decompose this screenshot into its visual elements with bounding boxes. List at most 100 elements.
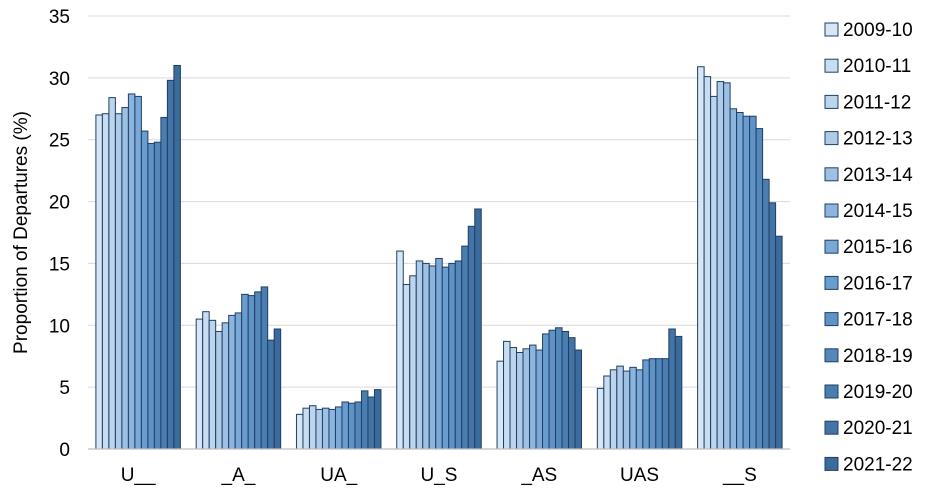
bar — [95, 114, 103, 450]
bar — [334, 406, 343, 450]
bar — [254, 291, 262, 450]
legend-swatch — [824, 203, 839, 218]
bar — [762, 178, 770, 450]
bar — [273, 328, 282, 450]
legend-swatch — [824, 131, 839, 146]
bar — [522, 348, 531, 450]
bar — [729, 108, 738, 450]
bar — [716, 81, 725, 450]
bar — [568, 337, 576, 450]
y-tick-label: 35 — [49, 7, 70, 28]
bar — [435, 257, 443, 450]
bar — [742, 115, 751, 450]
bar — [461, 245, 469, 450]
legend-swatch — [824, 275, 839, 290]
bar — [153, 141, 162, 450]
bars — [95, 64, 783, 450]
bar — [674, 335, 683, 450]
bar — [328, 408, 336, 450]
bar — [668, 328, 676, 450]
bar — [321, 407, 330, 450]
legend-swatch — [824, 384, 839, 399]
bar — [228, 314, 236, 450]
bar — [548, 329, 557, 450]
bar — [648, 358, 657, 450]
legend-label: 2016-17 — [843, 273, 913, 294]
bar — [642, 359, 650, 450]
bar — [234, 312, 243, 450]
bar — [202, 311, 210, 450]
bar — [354, 401, 362, 450]
y-tick-label: 10 — [49, 316, 70, 337]
bar — [535, 349, 544, 450]
bar — [373, 389, 382, 450]
bar — [341, 401, 349, 450]
bar — [629, 366, 637, 450]
x-tick-label: UA_ — [320, 465, 357, 486]
bar — [474, 208, 482, 450]
legend-label: 2021-22 — [843, 454, 913, 475]
legend: 2009-10 2010-11 2011-12 2012-13 2013-14 2014-… — [824, 20, 913, 475]
legend-label: 2017-18 — [843, 310, 913, 331]
bar — [295, 413, 304, 450]
bar — [409, 275, 417, 450]
legend-label: 2015-16 — [843, 237, 913, 258]
bar — [415, 260, 424, 450]
bar — [140, 130, 149, 450]
bar — [108, 97, 116, 450]
bar — [315, 408, 323, 450]
bar — [260, 286, 269, 450]
legend-swatch — [824, 22, 839, 37]
bar — [635, 369, 644, 450]
legend-label: 2009-10 — [843, 20, 913, 41]
legend-label: 2020-21 — [843, 418, 913, 439]
y-tick-label: 25 — [49, 131, 70, 152]
x-tick-label: U__ — [121, 465, 156, 486]
y-tick-label: 5 — [59, 378, 70, 399]
bar — [441, 266, 450, 450]
x-tick-label: _AS — [520, 465, 557, 486]
bar — [221, 322, 230, 450]
x-tick-label: UAS — [620, 465, 659, 486]
bar — [516, 352, 524, 450]
legend-swatch — [824, 312, 839, 327]
bar — [467, 225, 476, 450]
bar — [247, 295, 256, 450]
bar — [147, 142, 155, 450]
legend-swatch — [824, 456, 839, 471]
bar — [448, 262, 456, 450]
bar — [775, 235, 783, 450]
y-tick-label: 15 — [49, 254, 70, 275]
bar — [308, 405, 317, 450]
bar — [134, 95, 142, 450]
x-tick-label: U_S — [421, 465, 458, 486]
bar — [101, 113, 110, 450]
legend-label: 2014-15 — [843, 201, 913, 222]
bar — [529, 344, 537, 450]
bar — [160, 116, 168, 450]
bar — [302, 407, 310, 450]
y-tick-label: 30 — [49, 69, 70, 90]
bar — [428, 265, 437, 450]
y-tick-label: 0 — [59, 440, 70, 461]
bar — [622, 370, 631, 450]
bar — [503, 340, 511, 450]
bar — [574, 349, 583, 450]
bar — [496, 360, 505, 450]
bar — [603, 375, 611, 450]
bar — [267, 339, 275, 450]
x-axis-ticks: U__ _A_ UA_ U_S _AS UAS __S — [121, 465, 757, 486]
legend-label: 2013-14 — [843, 165, 913, 186]
bar — [697, 66, 705, 450]
bar — [215, 330, 223, 450]
legend-label: 2019-20 — [843, 382, 913, 403]
bar — [542, 333, 550, 450]
bar — [596, 387, 605, 450]
y-tick-label: 20 — [49, 193, 70, 214]
bar — [509, 347, 518, 450]
bar — [347, 402, 356, 450]
legend-swatch — [824, 167, 839, 182]
bar — [402, 283, 411, 450]
bar — [454, 260, 463, 450]
bar — [655, 358, 663, 450]
